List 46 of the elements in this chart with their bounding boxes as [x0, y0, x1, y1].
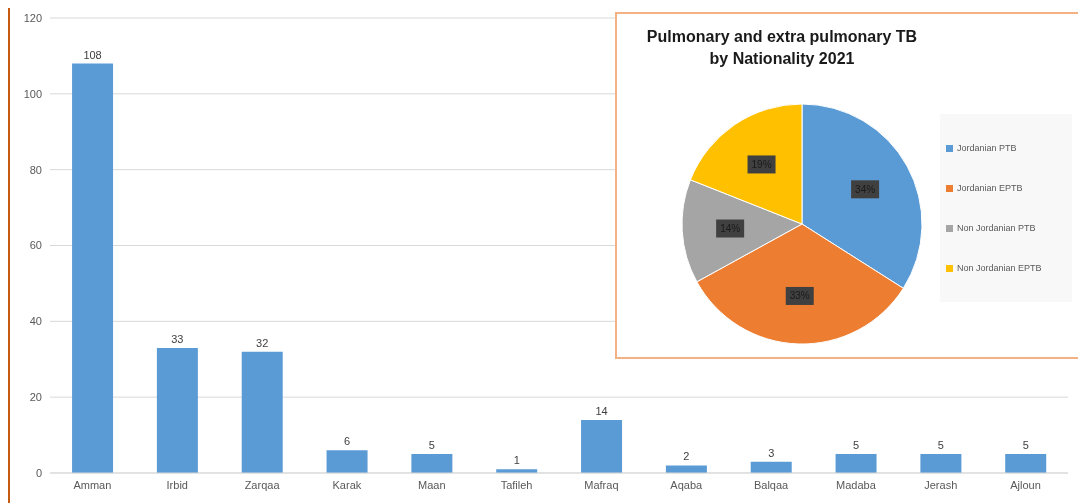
y-tick-label: 100 [23, 87, 42, 100]
x-tick-label: Mafraq [584, 478, 619, 491]
x-tick-label: Balqaa [753, 478, 790, 491]
bar [920, 454, 962, 473]
data-label: 3 [768, 446, 775, 459]
y-tick-label: 120 [23, 11, 42, 24]
bar [241, 351, 283, 473]
data-label: 5 [1022, 439, 1029, 452]
bar [835, 454, 877, 473]
x-tick-label: Zarqaa [244, 478, 281, 491]
y-tick-label: 20 [29, 391, 42, 404]
data-label: 5 [852, 439, 860, 452]
x-tick-label: Maan [417, 478, 446, 491]
data-label: 32 [256, 336, 269, 349]
x-tick-label: Jerash [924, 478, 958, 491]
bar [411, 454, 453, 473]
x-tick-label: Tafileh [500, 478, 533, 491]
legend-label: Non Jordanian PTB [957, 223, 1036, 233]
bar [665, 465, 707, 473]
legend-label: Jordanian PTB [957, 143, 1017, 153]
y-tick-label: 60 [29, 239, 42, 252]
data-label: 108 [83, 48, 102, 61]
data-label: 2 [683, 450, 690, 463]
x-tick-label: Aqaba [670, 478, 704, 491]
data-label: 1 [513, 454, 520, 467]
y-tick-label: 0 [35, 466, 42, 479]
x-tick-label: Amman [73, 478, 112, 491]
data-label: 6 [343, 435, 351, 448]
bar [1005, 454, 1047, 473]
bar [156, 347, 198, 473]
bar [326, 450, 368, 473]
data-label: 33 [171, 332, 184, 345]
bar [581, 419, 623, 473]
y-tick-label: 40 [29, 315, 42, 328]
y-tick-label: 80 [29, 163, 42, 176]
x-tick-label: Ajloun [1010, 478, 1041, 491]
data-label: 5 [428, 439, 435, 452]
bar [72, 63, 114, 473]
x-tick-label: Karak [332, 478, 362, 491]
legend-label: Non Jordanian EPTB [957, 263, 1042, 273]
legend-label: Jordanian EPTB [957, 183, 1023, 193]
chart-title: Pulmonary and extra pulmonary TB by Nationality 2021 [645, 27, 919, 69]
data-label: 5 [937, 439, 944, 452]
data-label: 14 [595, 404, 608, 417]
x-tick-label: Madaba [836, 478, 877, 491]
x-tick-label: Irbid [166, 478, 188, 491]
